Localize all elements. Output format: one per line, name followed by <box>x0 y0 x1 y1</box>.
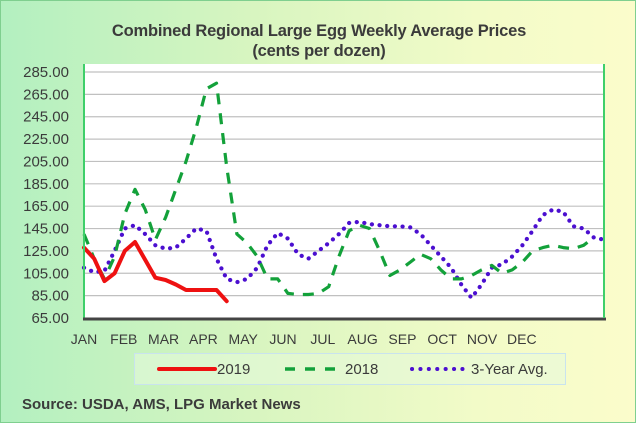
x-tick-label: FEB <box>110 331 137 347</box>
x-tick-label: APR <box>189 331 218 347</box>
x-tick-label: NOV <box>467 331 498 347</box>
source-note: Source: USDA, AMS, LPG Market News <box>22 396 301 413</box>
y-tick-label: 65.00 <box>31 310 69 327</box>
series-line-3-year-avg <box>81 207 607 300</box>
x-tick-label: JAN <box>71 331 97 347</box>
y-tick-label: 85.00 <box>31 288 69 305</box>
x-tick-label: SEP <box>388 331 416 347</box>
legend-item-3yr-avg: 3-Year Avg. <box>409 359 548 379</box>
legend-swatch-3yr-avg <box>410 367 471 371</box>
legend-swatch-2019 <box>157 367 217 371</box>
y-tick-label: 265.00 <box>23 86 69 103</box>
plot-area <box>84 64 604 318</box>
y-tick-label: 205.00 <box>23 153 69 170</box>
y-tick-label: 105.00 <box>23 265 69 282</box>
x-tick-label: OCT <box>427 331 457 347</box>
y-tick-label: 145.00 <box>23 221 69 238</box>
x-tick-label: AUG <box>347 331 377 347</box>
y-axis-ticks: 285.00 265.00 245.00 225.00 205.00 185.00 165.… <box>23 64 69 327</box>
y-tick-label: 225.00 <box>23 131 69 148</box>
legend-item-2018: 2018 <box>283 359 378 379</box>
x-tick-label: MAY <box>229 331 259 347</box>
axes <box>83 64 606 321</box>
x-tick-label: JUL <box>310 331 335 347</box>
x-axis-ticks: JAN FEB MAR APR MAY JUN JUL AUG SEP OCT NOV DEC <box>71 331 537 347</box>
legend-swatch-2018 <box>285 367 343 371</box>
series-line-2018 <box>82 81 595 297</box>
y-tick-label: 285.00 <box>23 64 69 81</box>
y-tick-label: 185.00 <box>23 176 69 193</box>
y-tick-label: 245.00 <box>23 109 69 126</box>
legend-label-2018: 2018 <box>345 360 379 378</box>
chart-title: Combined Regional Large Egg Weekly Avera… <box>1 21 636 61</box>
legend-item-2019: 2019 <box>157 359 250 379</box>
chart-title-main: Combined Regional Large Egg Weekly Avera… <box>111 22 527 40</box>
legend: 2019 2018 3-Year Avg. <box>134 353 566 385</box>
series-lines <box>81 81 607 304</box>
x-tick-label: JUN <box>269 331 296 347</box>
y-tick-label: 165.00 <box>23 198 69 215</box>
legend-label-3yr-avg: 3-Year Avg. <box>471 360 548 378</box>
chart-subtitle: (cents per dozen) <box>252 42 386 60</box>
y-tick-label: 125.00 <box>23 243 69 260</box>
x-tick-label: MAR <box>148 331 179 347</box>
legend-label-2019: 2019 <box>217 360 251 378</box>
series-line-2019 <box>82 240 229 304</box>
x-tick-label: DEC <box>507 331 537 347</box>
